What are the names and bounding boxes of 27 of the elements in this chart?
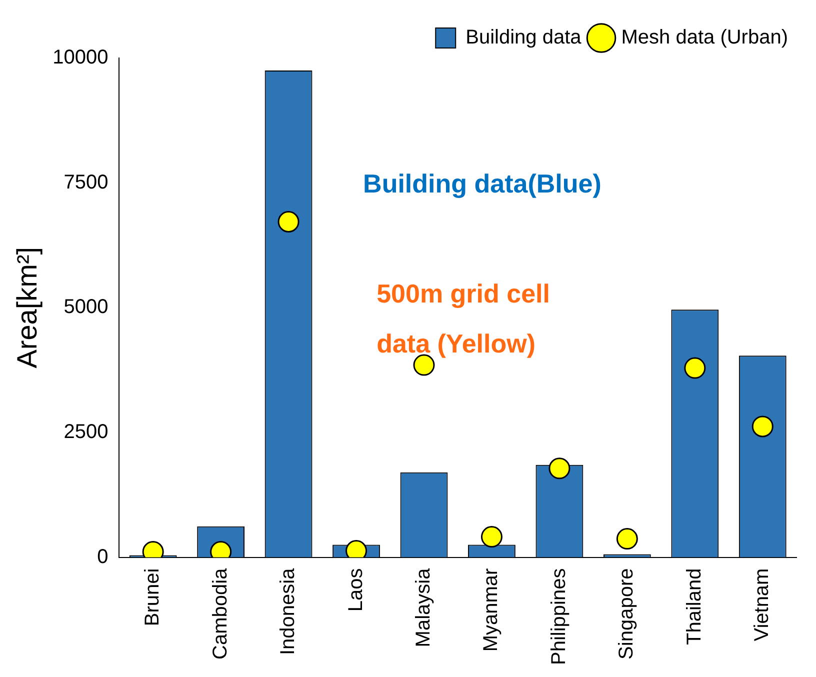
annotation: Building data(Blue) <box>363 168 602 198</box>
point <box>548 458 570 480</box>
y-tick-label: 5000 <box>64 296 108 318</box>
x-tick-label: Myanmar <box>480 568 502 652</box>
x-tick-label: Philippines <box>548 568 570 666</box>
point <box>752 416 774 438</box>
y-tick-label: 0 <box>97 546 108 568</box>
x-tick-label: Brunei <box>142 568 164 626</box>
x-tick-label: Thailand <box>683 568 706 645</box>
point <box>684 357 706 379</box>
legend-label: Building data <box>466 26 582 49</box>
x-tick-label: Cambodia <box>209 567 232 660</box>
legend-label: Mesh data (Urban) <box>621 26 788 49</box>
y-tick-label: 10000 <box>52 46 108 69</box>
x-tick-label: Vietnam <box>751 568 774 642</box>
point <box>616 528 638 550</box>
x-tick-label: Laos <box>344 568 367 612</box>
y-tick-label: 7500 <box>64 171 108 194</box>
x-tick-label: Malaysia <box>412 567 435 648</box>
x-tick-label: Singapore <box>616 568 638 660</box>
point <box>413 354 435 376</box>
point <box>278 211 300 233</box>
y-axis-title: Area[km²] <box>12 246 43 368</box>
point <box>480 526 502 548</box>
y-tick-label: 2500 <box>64 420 108 443</box>
annotation: 500m grid cell data (Yellow) <box>376 278 550 358</box>
x-tick-label: Indonesia <box>277 567 300 656</box>
